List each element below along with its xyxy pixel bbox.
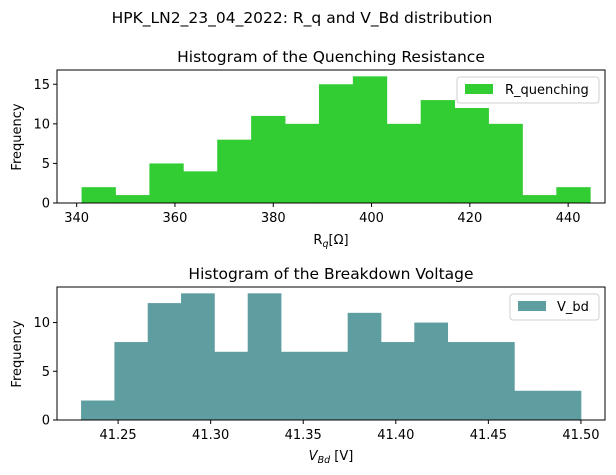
legend-label: R_quenching bbox=[505, 83, 589, 98]
histogram-bar bbox=[347, 312, 382, 420]
histogram-bar bbox=[217, 139, 252, 203]
y-tick-label: 15 bbox=[33, 78, 50, 93]
y-tick-label: 10 bbox=[33, 316, 50, 331]
x-tick-label: 380 bbox=[261, 211, 286, 226]
y-tick-label: 10 bbox=[33, 117, 50, 132]
legend-box bbox=[456, 76, 600, 104]
histogram-bar bbox=[285, 123, 320, 203]
histogram-bar bbox=[149, 163, 184, 203]
histogram-bar bbox=[247, 293, 282, 420]
histogram-bar bbox=[147, 303, 182, 420]
x-tick-label: 340 bbox=[64, 211, 89, 226]
histogram-bar bbox=[314, 351, 349, 420]
figure-suptitle: HPK_LN2_23_04_2022: R_q and V_Bd distrib… bbox=[112, 9, 493, 28]
bars bbox=[81, 76, 591, 203]
histogram-bar bbox=[81, 187, 116, 203]
x-axis-ticks: 340 360 380 400 420 440 bbox=[64, 203, 581, 226]
x-tick-label: 41.30 bbox=[192, 428, 229, 443]
histogram-bar bbox=[214, 351, 249, 420]
histogram-bar bbox=[115, 195, 150, 203]
x-tick-label: 360 bbox=[163, 211, 188, 226]
y-axis-label: Frequency bbox=[10, 103, 25, 170]
x-tick-label: 41.45 bbox=[470, 428, 507, 443]
y-axis-label: Frequency bbox=[10, 320, 25, 387]
y-tick-label: 0 bbox=[42, 414, 50, 429]
histogram-bar bbox=[447, 342, 482, 420]
histogram-bar bbox=[547, 390, 582, 420]
legend: V_bd bbox=[509, 293, 600, 321]
y-tick-label: 0 bbox=[42, 197, 50, 212]
x-axis-label: Rq[Ω] bbox=[313, 233, 348, 250]
x-axis-label: VBd [V] bbox=[309, 449, 354, 466]
bars bbox=[81, 293, 582, 420]
histogram-bar bbox=[380, 342, 415, 420]
y-axis-ticks: 0 5 10 bbox=[33, 316, 57, 429]
legend: R_quenching bbox=[456, 76, 600, 104]
histogram-bar bbox=[251, 115, 286, 203]
x-tick-label: 41.35 bbox=[285, 428, 322, 443]
y-tick-label: 5 bbox=[42, 157, 50, 172]
chart-quenching-resistance: Histogram of the Quenching Resistance 34… bbox=[10, 48, 606, 250]
histogram-bar bbox=[480, 342, 515, 420]
x-axis-ticks: 41.25 41.30 41.35 41.40 41.45 41.50 bbox=[99, 420, 600, 443]
histogram-bar bbox=[281, 351, 315, 420]
axes-frame bbox=[56, 286, 606, 421]
x-tick-label: 400 bbox=[359, 211, 384, 226]
x-tick-label: 420 bbox=[457, 211, 482, 226]
x-tick-label: 41.40 bbox=[377, 428, 414, 443]
x-tick-label: 41.50 bbox=[562, 428, 599, 443]
histogram-bar bbox=[386, 123, 422, 203]
x-tick-label: 440 bbox=[556, 211, 581, 226]
histogram-bar bbox=[183, 171, 218, 203]
histogram-bar bbox=[352, 76, 388, 203]
legend-swatch bbox=[465, 84, 493, 94]
histogram-bar bbox=[488, 123, 523, 203]
chart-title: Histogram of the Breakdown Voltage bbox=[188, 265, 473, 283]
x-tick-label: 41.25 bbox=[99, 428, 136, 443]
histogram-bar bbox=[556, 187, 591, 203]
histogram-bar bbox=[514, 390, 548, 420]
chart-breakdown-voltage: Histogram of the Breakdown Voltage 41.25… bbox=[10, 265, 606, 466]
histogram-bar bbox=[454, 108, 489, 203]
histogram-bar bbox=[181, 293, 215, 420]
histogram-bar bbox=[414, 322, 449, 420]
histogram-bar bbox=[522, 195, 557, 203]
chart-title: Histogram of the Quenching Resistance bbox=[177, 48, 485, 66]
y-axis-ticks: 0 5 10 15 bbox=[33, 78, 57, 212]
y-tick-label: 5 bbox=[42, 365, 50, 380]
axes-frame bbox=[56, 69, 606, 204]
histogram-bar bbox=[114, 342, 149, 420]
legend-box bbox=[509, 293, 600, 321]
legend-label: V_bd bbox=[557, 300, 589, 315]
legend-swatch bbox=[518, 301, 546, 311]
histogram-bar bbox=[81, 400, 115, 420]
histogram-bar bbox=[318, 84, 354, 203]
histogram-bar bbox=[420, 100, 456, 203]
